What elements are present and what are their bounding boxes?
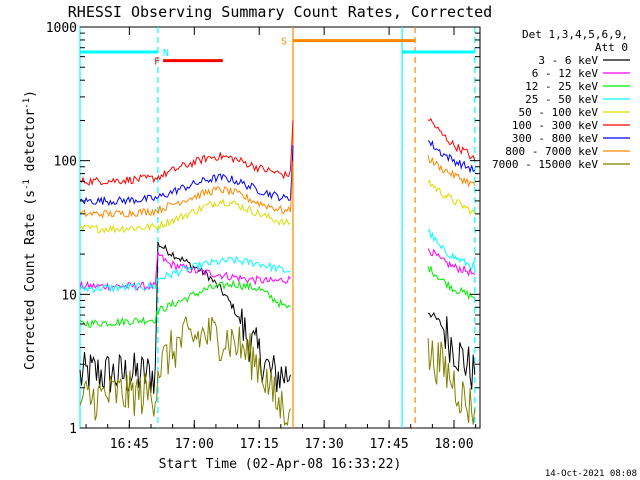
flag-label-N: N bbox=[163, 48, 169, 59]
x-tick-label-3: 17:30 bbox=[305, 437, 344, 452]
chart-title: RHESSI Observing Summary Count Rates, Co… bbox=[68, 3, 492, 21]
y-axis-label: Corrected Count Rate (s-1 detector-1) bbox=[22, 90, 38, 370]
legend-label-2: 12 - 25 keV bbox=[525, 80, 598, 93]
x-tick-label-1: 17:00 bbox=[175, 437, 214, 452]
x-tick-label-0: 16:45 bbox=[110, 437, 149, 452]
y-axis-label-tail: detector bbox=[23, 109, 38, 180]
series-line-8-0 bbox=[79, 316, 291, 427]
legend-label-5: 100 - 300 keV bbox=[512, 119, 598, 132]
series-line-1-1 bbox=[427, 248, 476, 277]
series-line-3-1 bbox=[427, 228, 476, 271]
series-line-0-0 bbox=[79, 241, 291, 394]
x-tick-label-5: 18:00 bbox=[434, 437, 473, 452]
legend-label-7: 800 - 7000 keV bbox=[505, 145, 598, 158]
flag-label-S: S bbox=[281, 37, 287, 48]
legend-label-6: 300 - 800 keV bbox=[512, 132, 598, 145]
legend-label-3: 25 - 50 keV bbox=[525, 93, 598, 106]
series-line-7-1 bbox=[427, 155, 476, 188]
timestamp: 14-Oct-2021 08:08 bbox=[545, 469, 637, 479]
series-line-2-1 bbox=[427, 266, 475, 301]
series-line-6-0 bbox=[79, 145, 294, 207]
series-line-6-1 bbox=[427, 139, 476, 174]
series-line-2-0 bbox=[79, 279, 291, 328]
x-tick-label-4: 17:45 bbox=[370, 437, 409, 452]
y-axis-label-sup2: -1 bbox=[22, 98, 32, 109]
series-line-3-0 bbox=[79, 255, 291, 294]
y-axis-label-close: ) bbox=[23, 90, 38, 98]
flag-label-F: F bbox=[154, 57, 160, 68]
y-tick-label-0: 1 bbox=[69, 422, 77, 437]
y-axis-label-sup: -1 bbox=[22, 179, 32, 190]
y-axis-label-main: Corrected Count Rate (s bbox=[23, 190, 38, 370]
series-line-4-1 bbox=[427, 179, 476, 216]
legend-header-0: Det 1,3,4,5,6,9, bbox=[522, 28, 628, 41]
y-tick-label-1: 10 bbox=[61, 288, 77, 303]
series-line-5-0 bbox=[79, 120, 294, 186]
series-line-1-0 bbox=[79, 251, 291, 292]
series-line-7-0 bbox=[79, 160, 294, 220]
legend-label-8: 7000 - 15000 keV bbox=[492, 158, 598, 171]
y-tick-label-3: 1000 bbox=[46, 21, 77, 36]
x-tick-label-2: 17:15 bbox=[240, 437, 279, 452]
legend-label-0: 3 - 6 keV bbox=[538, 54, 598, 67]
legend-label-4: 50 - 100 keV bbox=[519, 106, 599, 119]
legend-label-1: 6 - 12 keV bbox=[532, 67, 599, 80]
series-line-5-1 bbox=[427, 117, 476, 161]
x-axis-label: Start Time (02-Apr-08 16:33:22) bbox=[159, 457, 402, 472]
series-line-8-1 bbox=[427, 338, 476, 425]
series-line-4-0 bbox=[79, 197, 291, 234]
series-line-0-1 bbox=[427, 311, 476, 390]
y-tick-label-2: 100 bbox=[54, 155, 77, 170]
legend-header-1: Att 0 bbox=[595, 41, 628, 54]
plot-area: NF S 16:45 17:00 17:15 17:30 17:45 18:00 1 10 100 1… bbox=[46, 21, 481, 452]
